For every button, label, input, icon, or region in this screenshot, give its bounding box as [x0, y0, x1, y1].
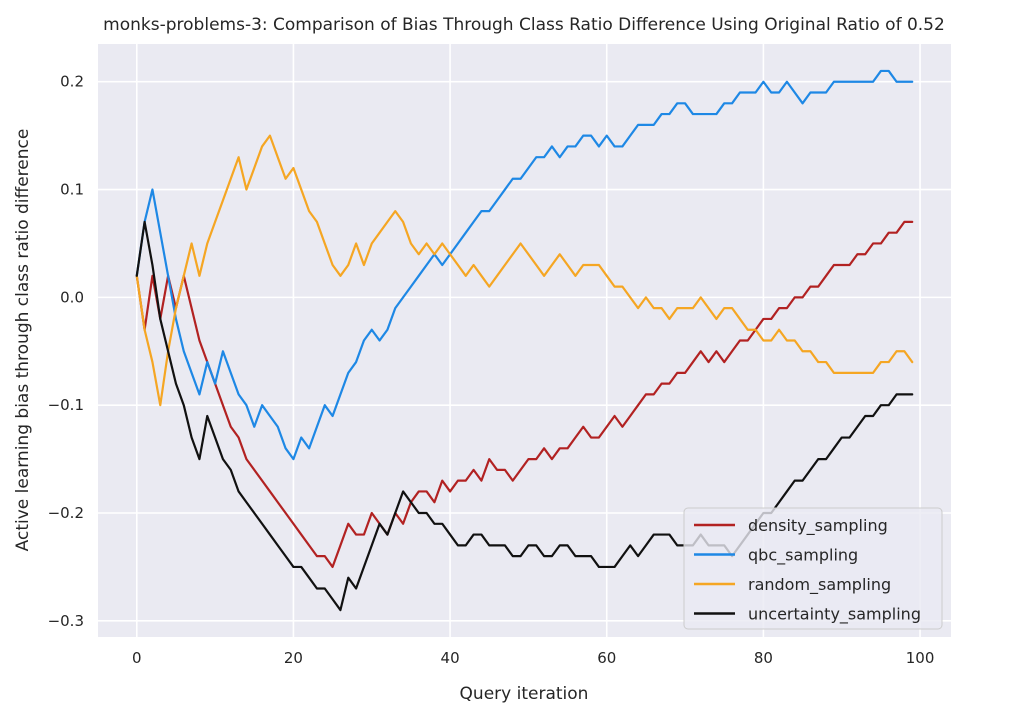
x-tick-label: 40 [441, 649, 460, 667]
legend-label: density_sampling [748, 516, 888, 536]
legend-label: random_sampling [748, 575, 891, 595]
legend-items: density_sampling qbc_sampling random_sampl… [694, 516, 921, 625]
series-line-uncertainty-sampling [135, 220, 914, 612]
y-tick-label: −0.1 [48, 396, 84, 414]
y-tick-label: −0.2 [48, 504, 84, 522]
legend: density_sampling qbc_sampling random_sampl… [683, 507, 943, 630]
series-line-random-sampling [135, 134, 914, 407]
x-tick-label: 60 [597, 649, 616, 667]
y-tick-label: 0.2 [60, 73, 84, 91]
x-tick-label: 80 [754, 649, 773, 667]
y-axis-label: Active learning bias through class ratio… [13, 129, 33, 552]
x-axis-label: Query iteration [460, 684, 589, 704]
series-line-density-sampling [135, 220, 914, 569]
series-line-qbc-sampling [135, 69, 914, 461]
y-tick-label: 0.0 [60, 288, 84, 306]
series-layer [135, 69, 914, 612]
grid-lines [98, 44, 951, 637]
legend-label: uncertainty_sampling [748, 605, 921, 625]
legend-box [683, 507, 943, 630]
x-tick-label: 20 [284, 649, 303, 667]
y-tick-label: −0.3 [48, 612, 84, 630]
x-tick-label: 100 [906, 649, 935, 667]
y-axis-ticks: −0.3 −0.2 −0.1 0.0 0.1 0.2 [48, 73, 84, 630]
x-tick-label: 0 [132, 649, 142, 667]
chart-title: monks-problems-3: Comparison of Bias Thr… [103, 15, 945, 35]
legend-label: qbc_sampling [748, 546, 858, 566]
x-axis-ticks: 0 20 40 60 80 100 [132, 649, 934, 667]
y-tick-label: 0.1 [60, 181, 84, 199]
